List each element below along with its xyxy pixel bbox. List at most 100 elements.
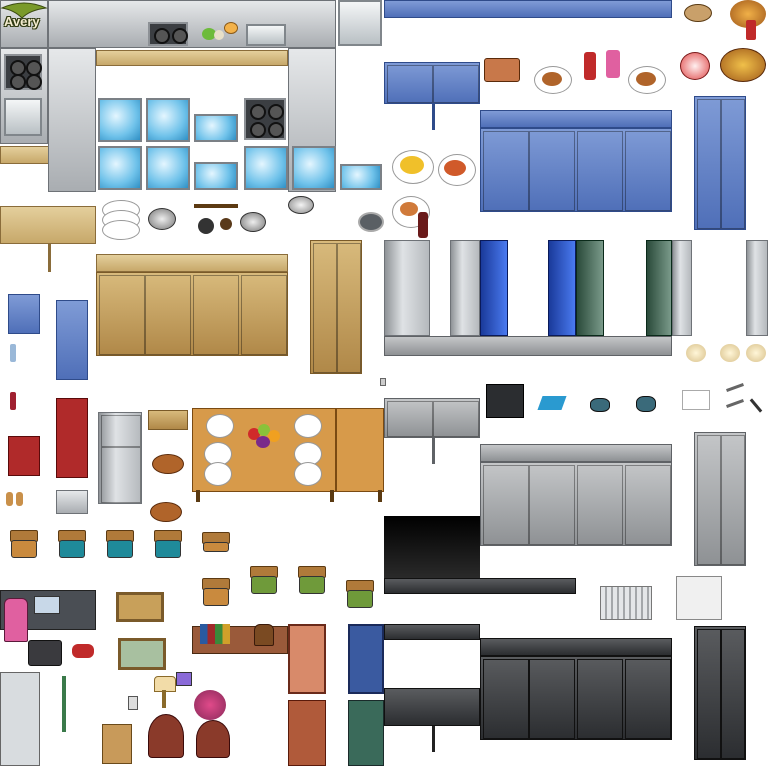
- steel-counter-top: [48, 0, 336, 48]
- salt-pepper-icon: [4, 490, 26, 508]
- utensil-rack-icon: [192, 200, 240, 240]
- cutting-board-icon: [484, 58, 520, 82]
- stove-icon: [244, 98, 286, 140]
- bed-blue: [348, 624, 384, 694]
- sink-icon: [338, 0, 382, 46]
- saucepan-icon: [590, 398, 610, 412]
- grey-cabinet-row: [480, 462, 672, 546]
- chair-icon: [104, 530, 134, 560]
- refrigerator-icon: [576, 240, 604, 336]
- dark-upper-cabinet: [384, 624, 480, 640]
- table-leg: [196, 490, 200, 502]
- cake-icon: [680, 52, 710, 80]
- cabinet-leg: [432, 438, 435, 464]
- sink-water-tile: [244, 146, 288, 190]
- character-doll: [4, 598, 28, 642]
- sink-water-tile: [146, 98, 190, 142]
- meal-plate: [294, 462, 322, 486]
- drink-can-icon: [606, 50, 620, 78]
- lamp-icon: [152, 676, 176, 710]
- chair-icon: [344, 580, 374, 614]
- dark-window: [384, 516, 480, 578]
- sink-water-tile: [194, 114, 238, 142]
- radiator-icon: [600, 586, 652, 620]
- pasta-plate-icon: [390, 148, 434, 186]
- wood-counter-top: [96, 254, 288, 272]
- note-card-icon: [682, 390, 710, 410]
- microwave-icon: [56, 490, 88, 514]
- table-leg: [330, 490, 334, 502]
- coat-rack-icon: [56, 676, 72, 732]
- cutlery-icon: [722, 382, 766, 426]
- refrigerator-icon: [384, 240, 430, 336]
- chair-icon: [56, 530, 86, 560]
- vegetables-icon: [198, 24, 228, 44]
- stove-icon: [148, 22, 188, 46]
- meal-plate: [206, 414, 234, 438]
- blue-cabinet-row: [480, 128, 672, 212]
- clock-icon: [254, 624, 274, 646]
- avery-author-mark: Avery: [0, 0, 48, 40]
- wine-rack-blue: [8, 294, 40, 334]
- dish-water-tile: [146, 146, 190, 190]
- pasta-plate-icon: [436, 152, 476, 188]
- side-shelf: [148, 410, 188, 430]
- chair-icon: [152, 530, 182, 560]
- dark-upper-cabinet: [384, 688, 480, 726]
- dish-stack-icon: [98, 196, 142, 240]
- sink-water-tile: [340, 164, 382, 190]
- switch-icon: [128, 696, 138, 710]
- suitcase-icon: [28, 640, 62, 666]
- dresser-pink: [288, 700, 326, 766]
- bowl-icon: [224, 22, 238, 34]
- photo-frame-icon: [176, 672, 192, 686]
- lamp-icon: [686, 344, 706, 362]
- blue-counter-top: [480, 110, 672, 128]
- dresser-blue: [348, 700, 384, 766]
- sink-water-tile: [98, 98, 142, 142]
- wine-bottle-icon: [418, 212, 428, 238]
- refrigerator-icon: [480, 240, 508, 336]
- chair-icon: [8, 530, 38, 560]
- dark-cabinet-row: [480, 656, 672, 740]
- juice-can-icon: [746, 20, 756, 40]
- grey-counter-strip: [384, 336, 672, 356]
- chair-icon: [296, 566, 326, 614]
- wine-rack-red-tall: [56, 398, 88, 478]
- lamp-icon: [746, 344, 766, 362]
- refrigerator-icon: [548, 240, 576, 336]
- sink-icon: [246, 24, 286, 46]
- fruit-bowl-icon: [244, 420, 284, 454]
- books-icon: [200, 624, 230, 644]
- refrigerator-icon: [98, 412, 142, 504]
- chair-icon: [200, 532, 230, 562]
- wood-wall-shelf: [0, 206, 96, 244]
- refrigerator-icon: [450, 240, 480, 336]
- dish-water-tile: [98, 146, 142, 190]
- curry-plate-icon: [530, 64, 574, 94]
- curry-plate-icon: [624, 64, 668, 94]
- side-table: [196, 720, 230, 758]
- meal-plate: [294, 414, 322, 438]
- bed-pink: [288, 624, 326, 694]
- lamp-icon: [720, 344, 740, 362]
- meal-plate: [204, 462, 232, 486]
- leaf-icon: [0, 2, 48, 19]
- sink-water-tile: [292, 146, 336, 190]
- frying-pan-icon: [358, 212, 384, 232]
- tray-icon: [537, 396, 567, 410]
- dish-water-tile: [194, 162, 238, 190]
- soup-bowl-icon: [684, 4, 712, 22]
- switch-icon: [380, 378, 386, 386]
- dark-wall-strip: [384, 578, 576, 594]
- grey-counter-top: [480, 444, 672, 462]
- appliance-panel: [0, 672, 40, 766]
- steel-counter-wall: [48, 48, 96, 192]
- wood-tall-cabinet: [310, 240, 362, 374]
- chair-icon: [248, 566, 278, 614]
- fruit-basket-icon: [720, 48, 766, 82]
- refrigerator-icon: [672, 240, 692, 336]
- table-leg: [378, 490, 382, 502]
- cork-board-icon: [118, 638, 166, 670]
- cabinet-leg: [432, 104, 435, 130]
